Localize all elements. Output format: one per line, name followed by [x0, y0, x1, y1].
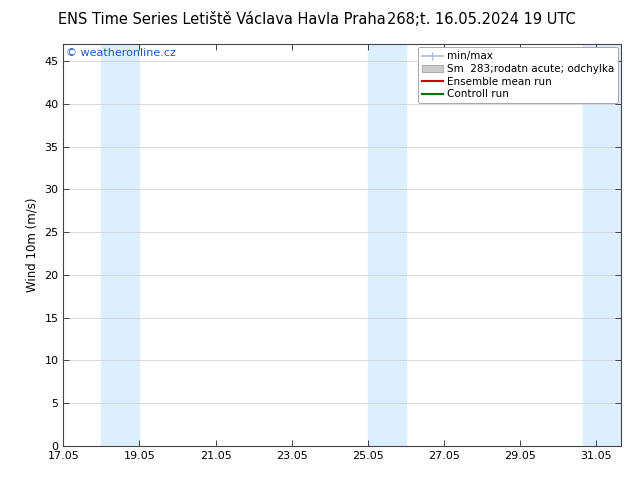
Bar	[101, 44, 139, 446]
Text: ENS Time Series Letiště Václava Havla Praha: ENS Time Series Letiště Václava Havla Pr…	[58, 12, 385, 27]
Bar	[368, 44, 406, 446]
Y-axis label: Wind 10m (m/s): Wind 10m (m/s)	[26, 198, 39, 292]
Text: 268;t. 16.05.2024 19 UTC: 268;t. 16.05.2024 19 UTC	[387, 12, 576, 27]
Bar	[583, 44, 621, 446]
Legend: min/max, Sm  283;rodatn acute; odchylka, Ensemble mean run, Controll run: min/max, Sm 283;rodatn acute; odchylka, …	[418, 47, 618, 103]
Text: © weatheronline.cz: © weatheronline.cz	[66, 48, 176, 58]
